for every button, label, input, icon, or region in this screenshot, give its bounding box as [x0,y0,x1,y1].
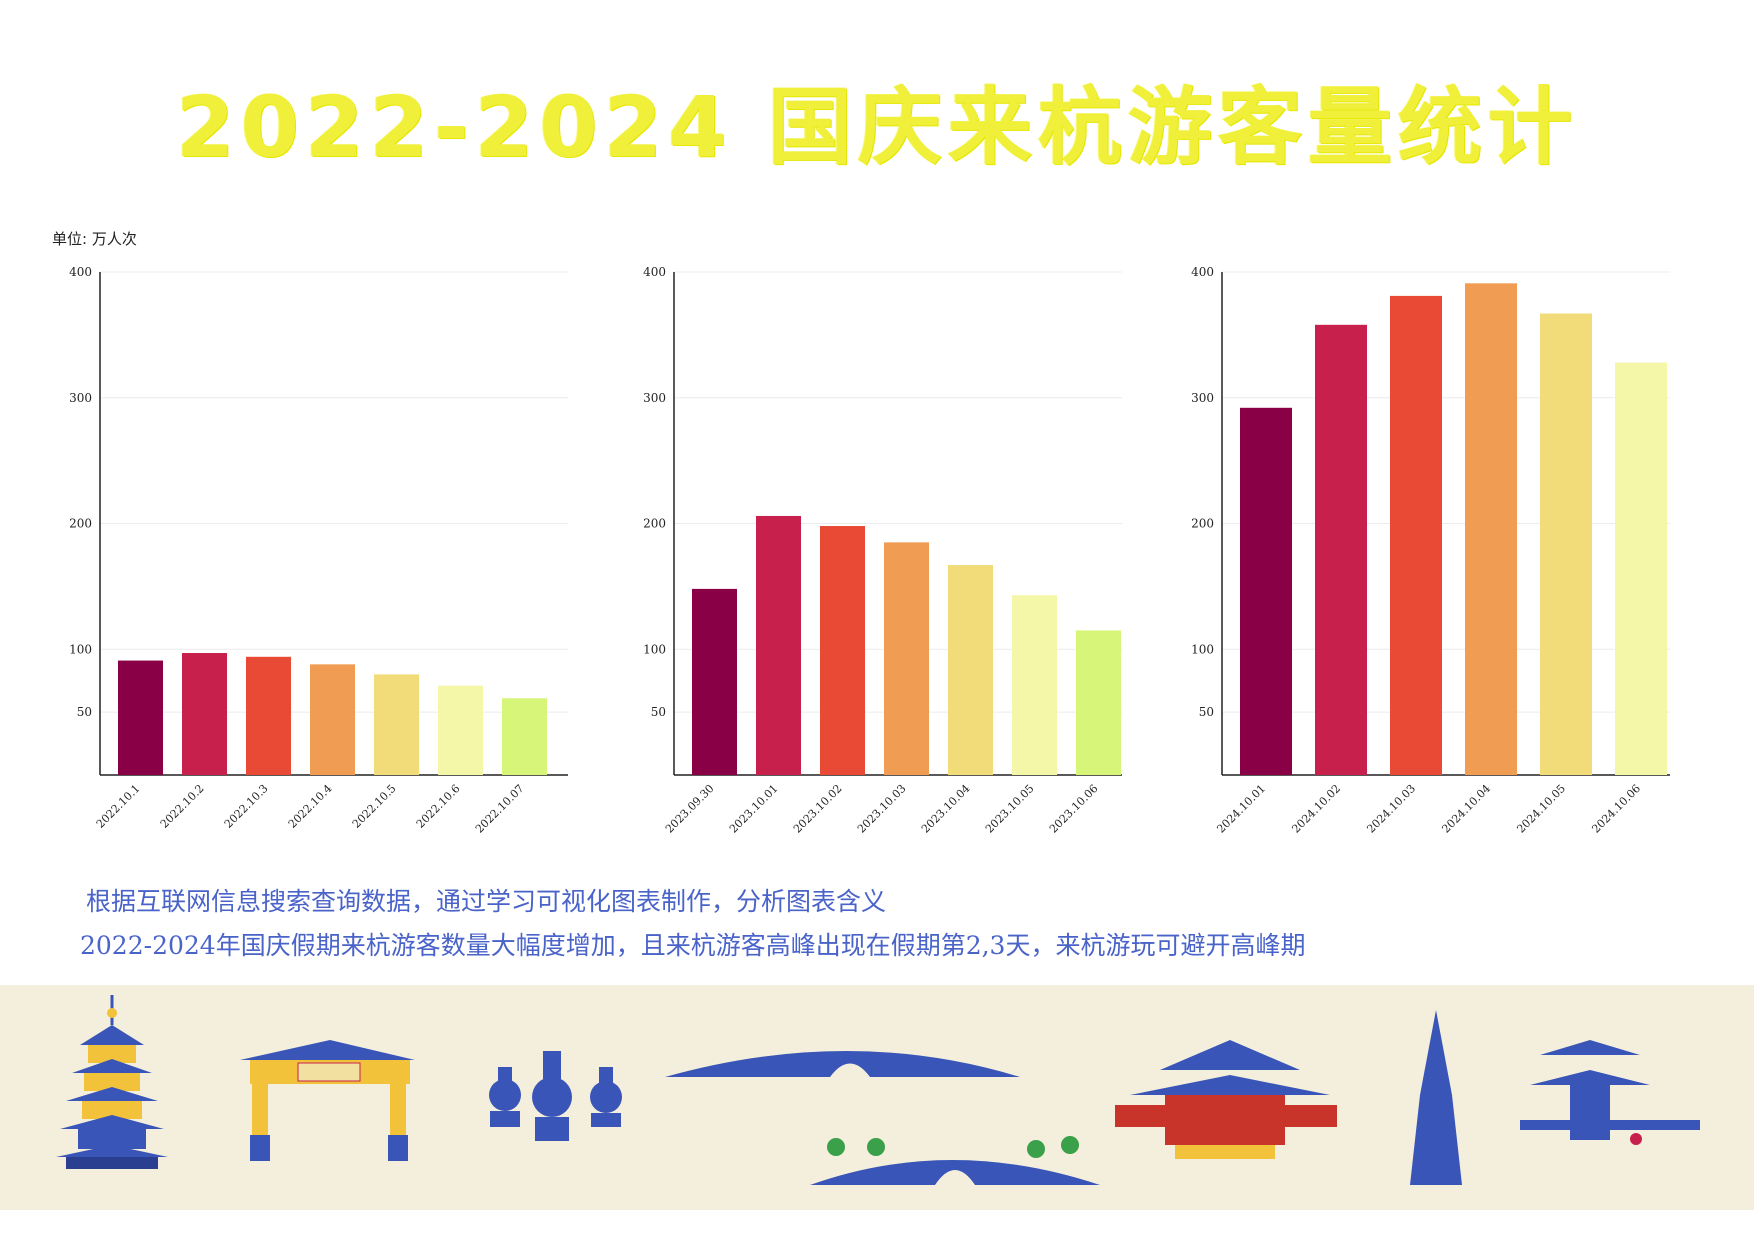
y-tick-label: 50 [651,705,666,719]
bar [1240,407,1292,775]
memorial-gate-icon [240,1040,415,1161]
y-tick-label: 300 [1191,391,1214,405]
y-tick-label: 400 [1191,265,1214,279]
unit-label: 单位: 万人次 [52,230,137,248]
bar [118,660,163,775]
y-tick-label: 100 [643,642,666,656]
x-tick-label: 2024.10.04 [1439,782,1493,836]
bar-chart-2024: 50 100 200 300 400 2024.10.01 2024.10.02 2024.1… [1150,250,1670,870]
x-tick-label: 2023.10.03 [855,782,909,836]
y-tick-label: 50 [1199,705,1214,719]
x-tick-label: 2023.09.30 [663,782,717,836]
bar [1315,324,1367,775]
y-tick-label: 200 [643,517,666,531]
x-tick-label: 2022.10.3 [222,782,271,831]
x-tick-label: 2022.10.07 [473,782,527,836]
pagoda-icon [56,995,168,1169]
pavilion-icon [1520,1040,1700,1145]
bar [310,664,355,775]
stone-pagodas-icon [489,1051,622,1141]
y-tick-label: 200 [69,517,92,531]
y-tick-label: 100 [69,642,92,656]
y-tick-label: 400 [643,265,666,279]
x-tick-label: 2024.10.01 [1214,782,1268,836]
page-title: 2022-2024 国庆来杭游客量统计 [176,78,1578,176]
x-tick-label: 2023.10.02 [791,782,845,836]
landmark-illustration-strip [0,985,1754,1210]
y-tick-label: 400 [69,265,92,279]
bar [948,564,993,775]
y-tick-label: 100 [1191,642,1214,656]
long-bridge-icon [665,1051,1020,1077]
x-tick-label: 2022.10.6 [414,782,463,831]
bar [374,674,419,775]
bar [1465,283,1517,775]
x-tick-label: 2022.10.2 [158,782,207,831]
x-tick-label: 2022.10.5 [350,782,399,831]
x-tick-label: 2022.10.4 [286,782,335,831]
chart-svg: 50 100 200 300 400 2022.10.1 2022.10.2 2022.10.… [69,265,568,836]
bar [692,588,737,775]
x-tick-label: 2023.10.06 [1047,782,1101,836]
x-tick-label: 2023.10.04 [919,782,973,836]
bar [1390,295,1442,775]
temple-icon [1115,1040,1337,1159]
bar [438,685,483,775]
bar-chart-2023: 50 100 200 300 400 2023.09.30 2023.10.01 2023.1… [602,250,1122,870]
bar-chart-2022: 50 100 200 300 400 2022.10.1 2022.10.2 2022.10.… [48,250,568,870]
x-tick-label: 2024.10.05 [1514,782,1568,836]
bar [182,653,227,775]
tower-icon [1410,1010,1462,1185]
caption-line-1: 根据互联网信息搜索查询数据，通过学习可视化图表制作，分析图表含义 [86,887,887,916]
bar [1540,313,1592,775]
x-tick-label: 2024.10.02 [1289,782,1343,836]
x-tick-label: 2023.10.05 [983,782,1037,836]
bar [246,656,291,775]
x-tick-label: 2022.10.1 [94,782,143,831]
x-tick-label: 2024.10.06 [1589,782,1643,836]
y-tick-label: 200 [1191,517,1214,531]
bar [756,515,801,775]
bar [820,526,865,775]
bar [884,542,929,775]
bar [502,698,547,775]
x-tick-label: 2023.10.01 [727,782,781,836]
y-tick-label: 300 [69,391,92,405]
y-tick-label: 50 [77,705,92,719]
bar [1615,362,1667,775]
chart-svg: 50 100 200 300 400 2024.10.01 2024.10.02 2024.1… [1191,265,1670,836]
caption-line-2: 2022-2024年国庆假期来杭游客数量大幅度增加，且来杭游客高峰出现在假期第2… [80,931,1306,960]
x-tick-label: 2024.10.03 [1364,782,1418,836]
y-tick-label: 300 [643,391,666,405]
bar [1012,595,1057,775]
arch-bridge-icon [810,1136,1100,1185]
bar [1076,630,1121,775]
